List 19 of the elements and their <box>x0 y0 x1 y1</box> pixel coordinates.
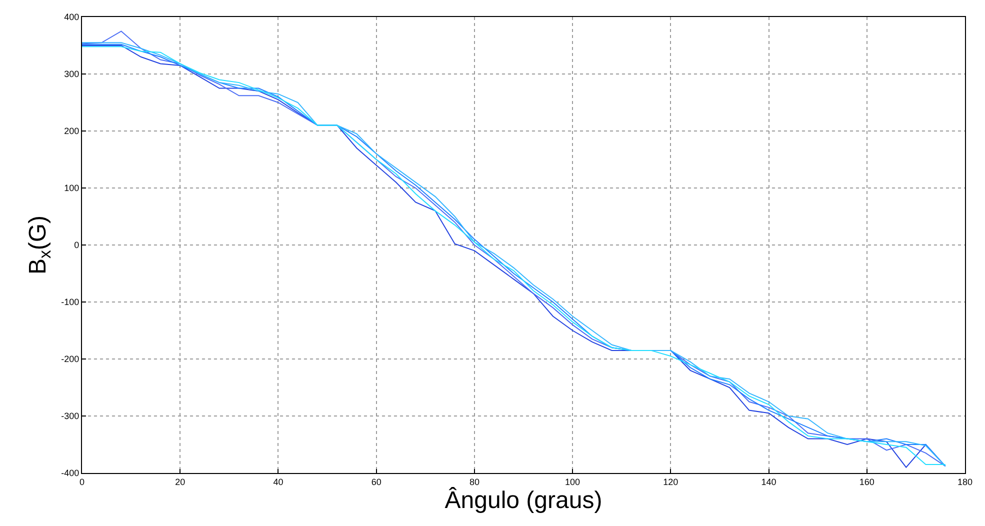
x-tick-label: 180 <box>957 476 973 487</box>
y-tick-label: 300 <box>64 69 80 80</box>
y-tick-label: 100 <box>64 183 80 194</box>
y-tick-label: -300 <box>61 411 80 422</box>
x-tick-label: 140 <box>761 476 776 487</box>
y-tick-label: -400 <box>61 468 80 478</box>
x-tick-label: 20 <box>175 476 186 487</box>
y-tick-label: 400 <box>64 12 80 22</box>
y-tick-label: -100 <box>61 297 80 308</box>
x-tick-label: 40 <box>273 476 284 487</box>
x-tick-label: 100 <box>565 476 580 487</box>
x-tick-label: 60 <box>371 476 382 487</box>
y-tick-label: 200 <box>64 126 80 136</box>
x-tick-label: 80 <box>469 476 480 487</box>
x-tick-label: 160 <box>859 476 874 487</box>
x-axis-title: Ângulo (graus) <box>444 486 602 514</box>
y-tick-label: 0 <box>74 240 80 250</box>
x-tick-label: 120 <box>663 476 678 487</box>
y-tick-label: -200 <box>61 354 80 364</box>
